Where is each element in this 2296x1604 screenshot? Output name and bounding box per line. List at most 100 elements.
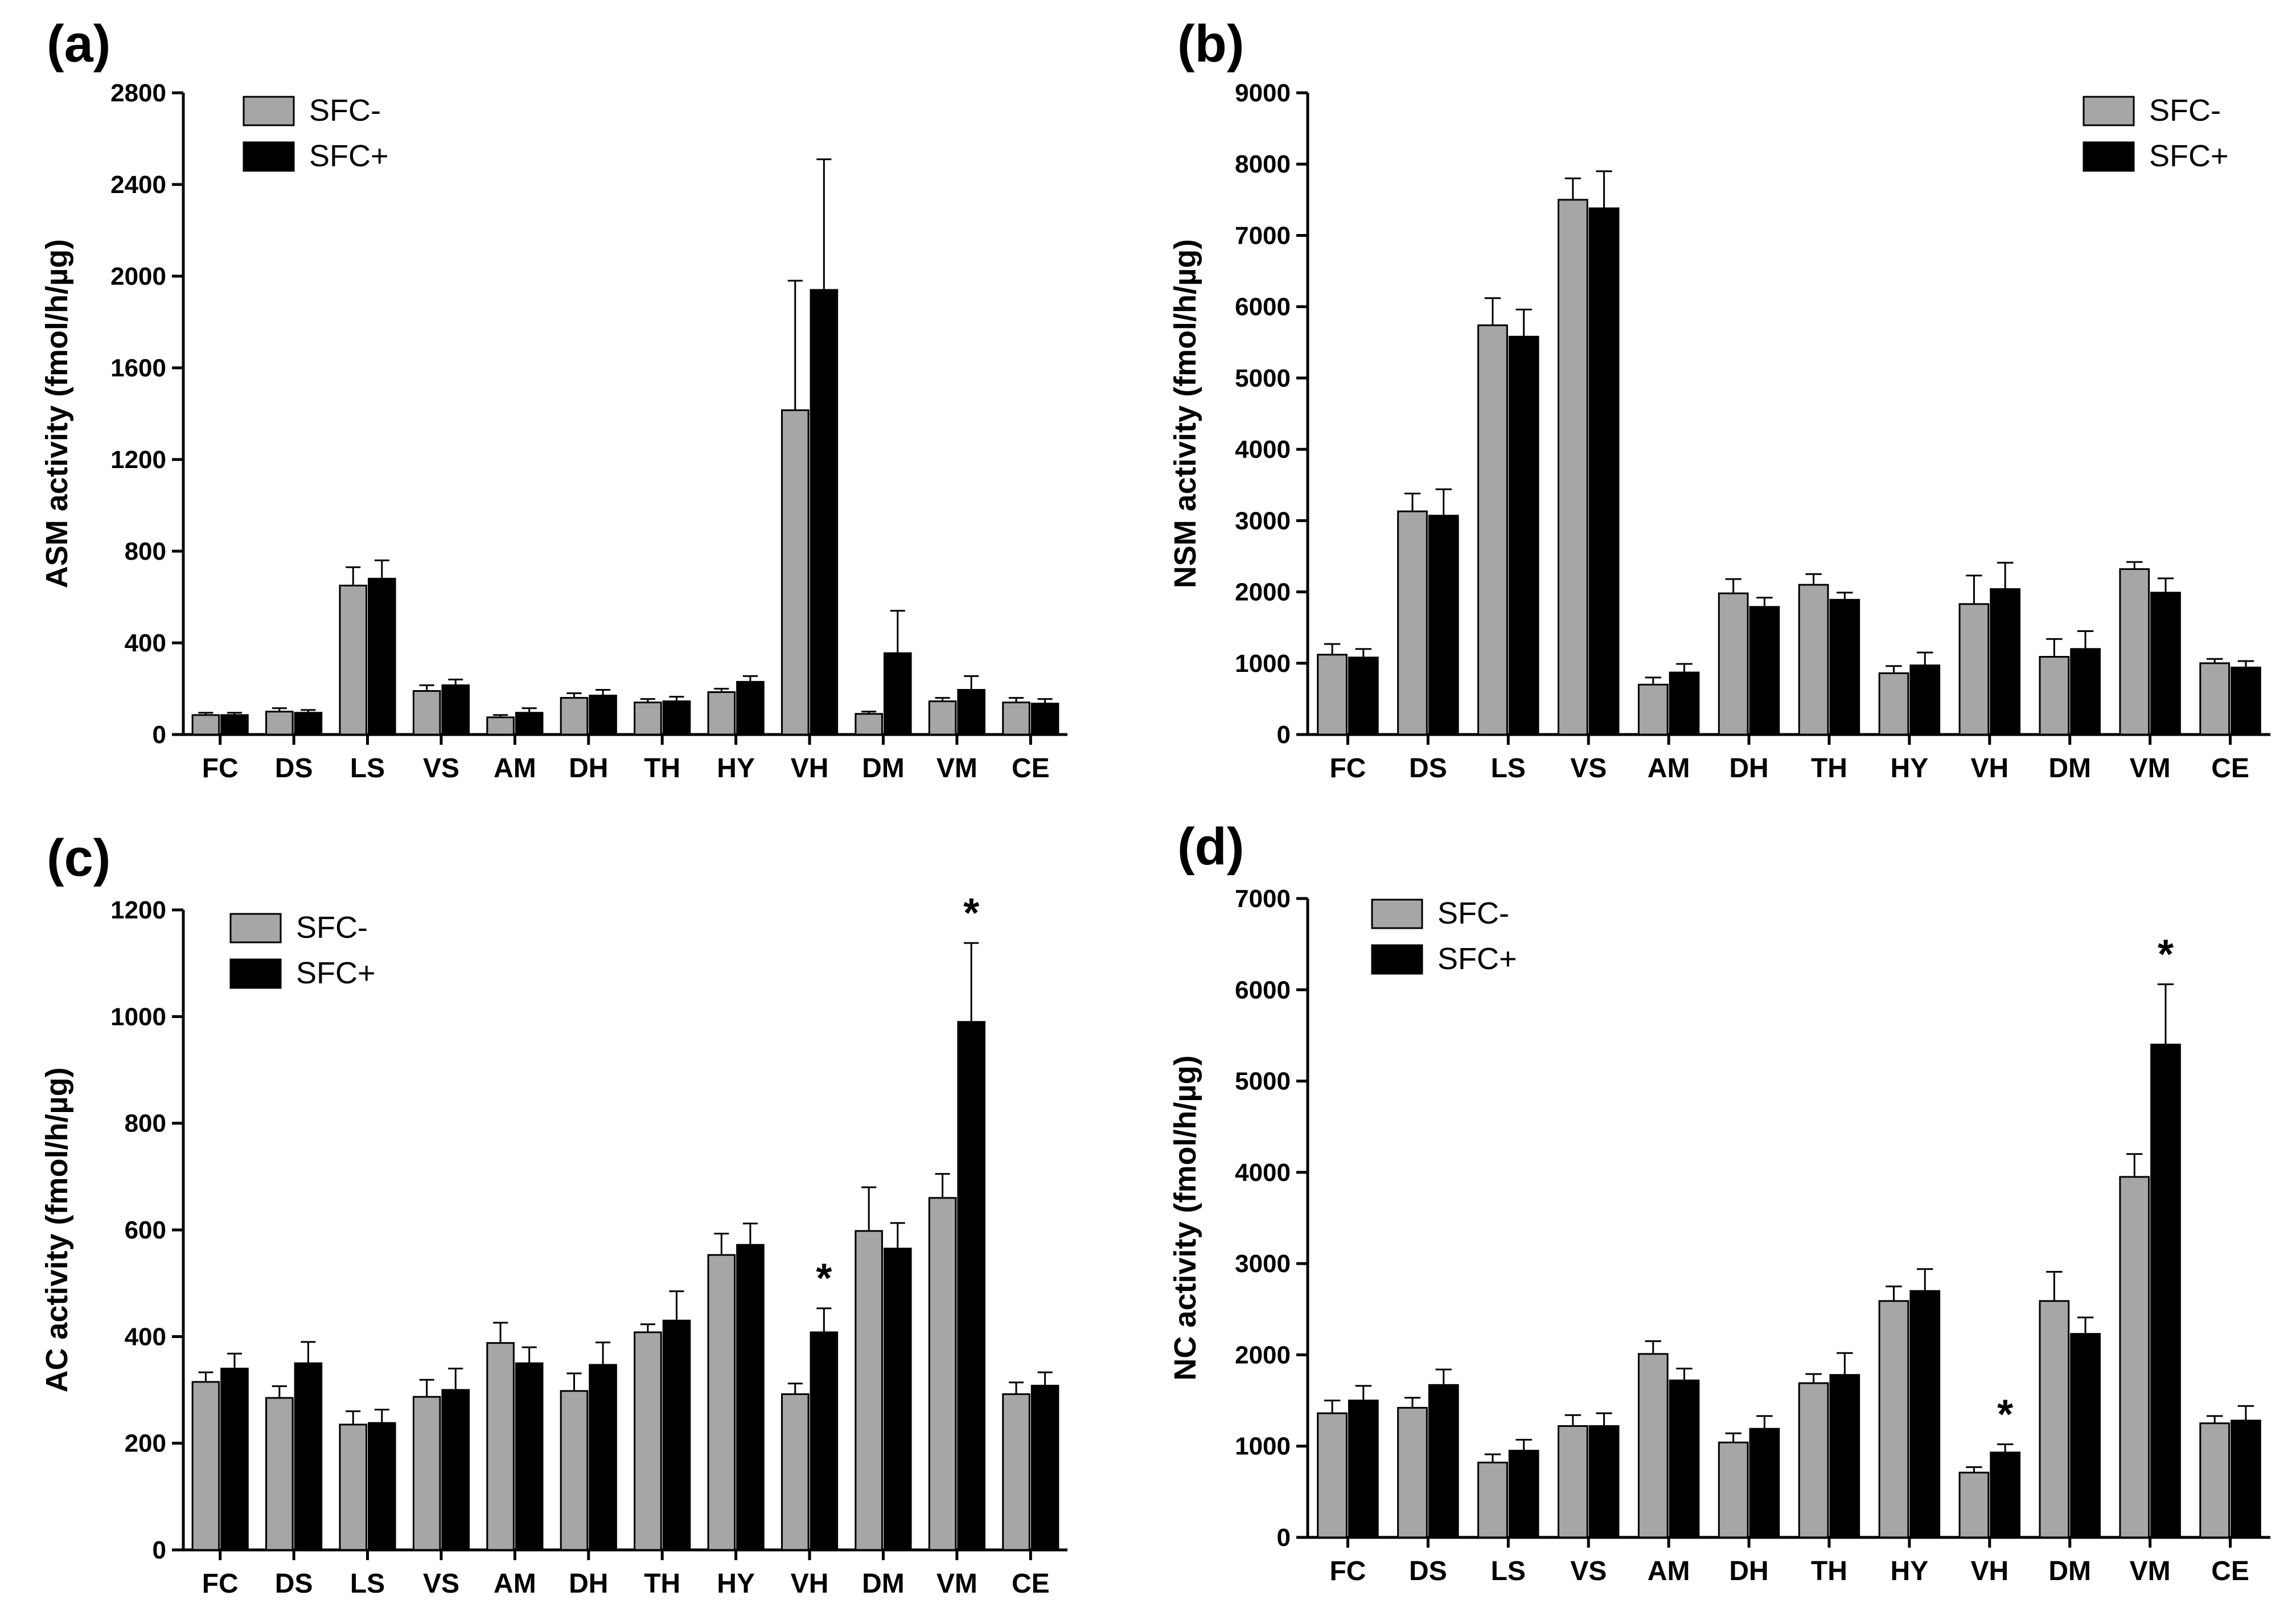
bar-sfc-minus xyxy=(1878,672,1909,736)
y-tick-label: 2000 xyxy=(1235,579,1291,606)
bar-sfc-minus xyxy=(1718,1441,1749,1539)
y-tick-label: 0 xyxy=(153,721,166,749)
bar-sfc-minus xyxy=(1958,1471,1990,1539)
significance-marker: * xyxy=(1997,1392,2013,1438)
panel-label: (d) xyxy=(1177,818,1244,876)
bar-sfc-minus xyxy=(707,691,736,736)
bar-sfc-plus xyxy=(1428,515,1459,736)
bar-sfc-plus xyxy=(1669,671,1700,736)
bar-sfc-minus xyxy=(928,1197,957,1551)
x-tick-label: FC xyxy=(1329,753,1366,783)
bar-sfc-minus xyxy=(560,697,589,736)
y-tick-label: 0 xyxy=(153,1536,166,1564)
x-tick-label: VH xyxy=(1970,753,2009,783)
bar-sfc-plus xyxy=(1990,1451,2021,1539)
y-tick-label: 3000 xyxy=(1235,507,1291,535)
x-tick-label: VM xyxy=(2130,753,2171,783)
bar-sfc-minus xyxy=(1397,510,1428,736)
y-tick-label: 1200 xyxy=(110,446,166,474)
legend-swatch xyxy=(1371,899,1423,929)
bar-sfc-minus xyxy=(855,713,883,736)
y-tick-label: 1000 xyxy=(1235,650,1291,678)
bar-sfc-plus xyxy=(441,684,470,736)
x-tick-label: DM xyxy=(862,1569,905,1599)
y-tick-label: 1200 xyxy=(110,896,166,924)
x-tick-label: FC xyxy=(202,753,239,783)
significance-marker: * xyxy=(816,1256,832,1302)
x-tick-label: CE xyxy=(2211,1556,2249,1586)
x-tick-label: VM xyxy=(937,1569,977,1599)
x-tick-label: VS xyxy=(423,1569,459,1599)
bar-sfc-plus xyxy=(1909,1290,1941,1539)
legend: SFC- SFC+ xyxy=(229,910,376,990)
x-tick-label: CE xyxy=(2211,753,2249,783)
bar-sfc-plus xyxy=(2150,592,2181,736)
bar-sfc-plus xyxy=(2070,1333,2101,1539)
bar-sfc-minus xyxy=(265,1397,294,1551)
y-tick-label: 1600 xyxy=(110,354,166,382)
x-tick-label: VM xyxy=(2130,1556,2171,1586)
bar-sfc-plus xyxy=(1990,588,2021,736)
legend-swatch xyxy=(229,958,282,989)
bar-sfc-minus xyxy=(1798,1382,1829,1539)
legend-swatch xyxy=(243,96,295,126)
x-tick-label: DS xyxy=(275,753,313,783)
bar-sfc-minus xyxy=(707,1254,736,1551)
bar-sfc-minus xyxy=(1637,683,1669,736)
significance-marker: * xyxy=(2158,932,2174,978)
bar-sfc-minus xyxy=(1637,1353,1669,1539)
bar-sfc-plus xyxy=(736,1244,765,1551)
bar-sfc-minus xyxy=(1397,1406,1428,1539)
bar-sfc-plus xyxy=(736,680,765,736)
legend-label: SFC+ xyxy=(1437,942,1517,976)
bar-sfc-minus xyxy=(928,700,957,736)
x-tick-label: DS xyxy=(275,1569,313,1599)
legend-label: SFC- xyxy=(309,93,381,128)
bar-sfc-minus xyxy=(2039,1300,2070,1539)
bar-sfc-plus xyxy=(1749,1427,1780,1539)
bar-sfc-minus xyxy=(339,584,368,736)
bar-sfc-minus xyxy=(1477,324,1508,736)
bar-sfc-plus xyxy=(1909,664,1941,736)
legend-swatch xyxy=(1371,944,1423,975)
bar-sfc-minus xyxy=(1317,1412,1348,1539)
bar-sfc-minus xyxy=(560,1390,589,1551)
y-tick-label: 800 xyxy=(125,1110,166,1138)
bar-sfc-plus xyxy=(1030,703,1059,736)
x-tick-label: VH xyxy=(1970,1556,2009,1586)
y-axis-label: AC activity (fmol/h/µg) xyxy=(40,1067,74,1392)
panel-label: (b) xyxy=(1177,15,1244,73)
bar-sfc-minus xyxy=(339,1424,368,1551)
x-tick-label: DS xyxy=(1409,1556,1447,1586)
x-tick-label: HY xyxy=(717,753,755,783)
bar-sfc-plus xyxy=(1348,1400,1379,1539)
y-tick-label: 400 xyxy=(125,629,166,657)
significance-marker: * xyxy=(963,891,979,936)
x-tick-label: VS xyxy=(423,753,459,783)
bar-sfc-plus xyxy=(1588,207,1620,736)
x-tick-label: TH xyxy=(644,1569,680,1599)
x-tick-label: VM xyxy=(937,753,977,783)
bar-sfc-plus xyxy=(220,714,249,736)
y-tick-label: 3000 xyxy=(1235,1250,1291,1278)
bar-sfc-plus xyxy=(1749,606,1780,736)
bar-sfc-minus xyxy=(1557,199,1588,736)
bar-sfc-minus xyxy=(2199,1422,2231,1539)
bar-sfc-plus xyxy=(515,712,544,736)
bar-sfc-minus xyxy=(486,1342,515,1551)
bar-sfc-plus xyxy=(368,1422,396,1551)
bar-sfc-plus xyxy=(589,695,617,736)
x-tick-label: HY xyxy=(1891,1556,1929,1586)
panel-label: (a) xyxy=(47,15,110,73)
y-tick-label: 8000 xyxy=(1235,150,1291,178)
bar-sfc-plus xyxy=(1588,1425,1620,1539)
bar-sfc-plus xyxy=(1508,335,1539,736)
x-tick-label: DH xyxy=(1729,1556,1768,1586)
x-tick-label: DH xyxy=(569,753,608,783)
y-axis-label: NC activity (fmol/h/µg) xyxy=(1168,1055,1202,1380)
y-tick-label: 0 xyxy=(1277,1524,1291,1552)
x-tick-label: DM xyxy=(862,753,905,783)
y-tick-label: 7000 xyxy=(1235,221,1291,249)
chart-panel-b: (b) 0 1000 2000 3000 4000 5000 6000 7000 8000 9000… xyxy=(1168,15,2270,783)
y-tick-label: 2400 xyxy=(110,171,166,199)
